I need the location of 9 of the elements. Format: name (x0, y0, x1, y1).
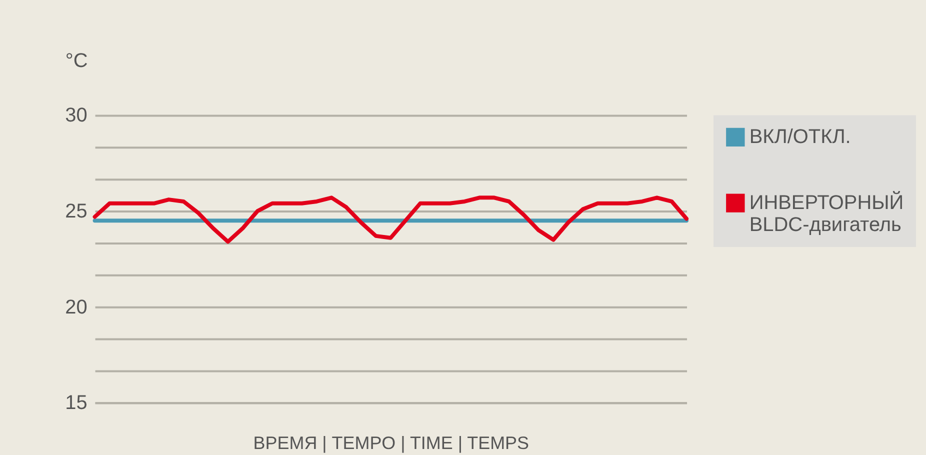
y-axis-title: °C (65, 50, 88, 72)
legend-label: ВКЛ/ОТКЛ. (749, 126, 851, 148)
line-series (92, 196, 689, 244)
y-tick-label: 30 (65, 104, 88, 127)
y-tick-label: 15 (65, 392, 88, 414)
x-axis-title: ВРЕМЯ | TEMPO | TIME | TEMPS (253, 433, 530, 454)
y-tick-label: 20 (65, 296, 88, 318)
legend-label: ИНВЕРТОРНЫЙ BLDC-двигатель (749, 190, 904, 236)
y-tick-label: 25 (65, 200, 88, 223)
